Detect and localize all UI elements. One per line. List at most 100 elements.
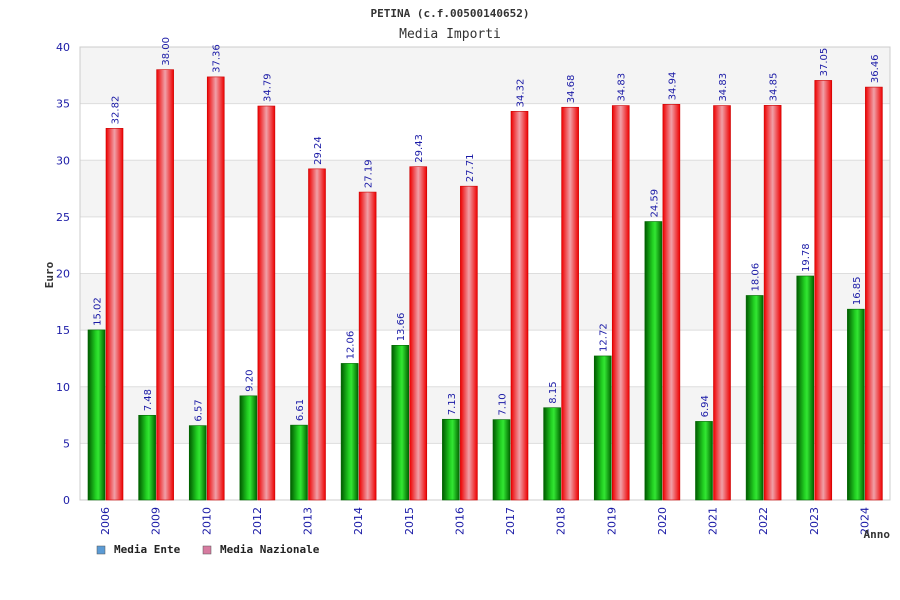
data-label: 6.57 [194,399,205,421]
legend-label-media-ente: Media Ente [114,543,181,556]
bar-media-ente-2009 [138,414,156,501]
y-tick-label: 25 [56,211,70,224]
bar-media-nazionale-2024 [865,86,883,501]
data-label: 37.05 [819,48,830,77]
data-label: 34.83 [617,73,628,102]
data-label: 8.15 [548,381,559,403]
bar-media-nazionale-2018 [561,106,579,501]
data-label: 29.43 [414,134,425,163]
chart-title: PETINA (c.f.00500140652) [371,7,530,20]
legend-swatch-media-ente [96,545,106,555]
x-tick-label: 2010 [200,507,213,535]
legend-label-media-nazionale: Media Nazionale [220,543,320,556]
y-tick-label: 10 [56,381,70,394]
x-tick-label: 2012 [251,507,264,535]
legend: Media Ente Media Nazionale [96,543,320,556]
x-tick-label: 2016 [453,507,466,535]
bar-media-ente-2020 [644,221,663,501]
data-label: 15.02 [93,297,104,326]
data-label: 34.85 [769,73,780,102]
bar-media-ente-2019 [593,355,612,501]
data-label: 6.94 [700,395,711,417]
y-tick-label: 0 [63,494,70,507]
x-tick-label: 2015 [403,507,416,535]
plot-frame [79,46,891,501]
y-tick-label: 5 [63,437,70,450]
x-tick-label: 2023 [808,507,821,535]
data-label: 12.06 [346,331,357,360]
data-label: 34.79 [262,73,273,102]
data-label: 9.20 [244,370,255,392]
bar-media-nazionale-2015 [409,166,428,501]
data-label: 7.48 [143,389,154,411]
bar-media-nazionale-2006 [105,128,124,501]
x-tick-label: 2020 [656,507,669,535]
bar-media-ente-2023 [796,275,815,501]
x-tick-label: 2017 [504,507,517,535]
data-label: 37.36 [212,44,223,73]
bar-media-ente-2016 [442,418,460,501]
x-tick-label: 2019 [605,507,618,535]
bar-media-nazionale-2016 [460,185,478,501]
y-tick-label: 35 [56,98,70,111]
bar-media-nazionale-2023 [814,80,833,501]
bar-media-ente-2022 [745,295,764,501]
data-label: 34.83 [718,73,729,102]
bar-media-ente-2021 [695,421,713,501]
bar-media-nazionale-2012 [257,105,276,501]
x-tick-label: 2014 [352,507,365,535]
y-axis-ticks: 0 5 10 15 20 25 30 35 40 [56,41,70,507]
data-label: 27.71 [465,154,476,183]
data-label: 34.94 [667,72,678,101]
bar-media-ente-2013 [290,424,308,501]
bar-media-nazionale-2010 [206,76,225,501]
bar-media-ente-2024 [847,308,865,501]
y-tick-label: 40 [56,41,70,54]
bar-media-ente-2012 [239,395,258,501]
data-label: 29.24 [313,136,324,165]
data-label: 38.00 [161,37,172,66]
data-label: 34.32 [516,79,527,108]
bar-media-ente-2010 [188,425,207,501]
bar-media-ente-2006 [87,329,106,501]
data-label: 27.19 [364,159,375,188]
bar-media-nazionale-2021 [713,105,731,501]
data-label: 32.82 [111,96,122,125]
data-label: 6.61 [295,399,306,421]
bar-media-nazionale-2019 [611,105,630,501]
data-label: 12.72 [599,323,610,352]
bar-media-ente-2017 [492,419,511,501]
x-tick-label: 2024 [858,507,871,535]
data-label: 36.46 [870,54,881,83]
y-axis-label: Euro [43,261,56,288]
data-label: 13.66 [396,313,407,342]
y-tick-label: 20 [56,268,70,281]
bar-media-ente-2014 [340,363,359,501]
chart-subtitle: Media Importi [399,27,501,42]
x-tick-label: 2006 [99,507,112,535]
x-axis-label: Anno [864,528,891,541]
data-labels: 15.02 32.82 7.48 38.00 6.57 37.36 9.20 34.79 6.6… [93,37,881,422]
y-tick-label: 15 [56,324,70,337]
bar-media-ente-2018 [543,407,561,501]
data-label: 18.06 [751,263,762,292]
bar-media-nazionale-2020 [662,104,681,501]
x-tick-label: 2022 [757,507,770,535]
data-label: 7.10 [498,393,509,415]
x-axis-ticks: 2006 2009 2010 2012 2013 2014 2015 2016 2017 2018… [99,507,871,535]
bar-media-nazionale-2014 [358,191,377,501]
legend-swatch-media-nazionale [202,545,212,555]
x-tick-label: 2009 [150,507,163,535]
data-label: 16.85 [852,277,863,306]
data-label: 24.59 [649,189,660,218]
bars [87,69,883,501]
x-tick-label: 2021 [707,507,720,535]
x-tick-label: 2018 [555,507,568,535]
bar-media-nazionale-2013 [308,168,326,501]
bar-media-nazionale-2022 [763,105,782,501]
bar-media-ente-2015 [391,345,410,501]
y-tick-label: 30 [56,154,70,167]
x-tick-label: 2013 [302,507,315,535]
data-label: 19.78 [801,243,812,272]
